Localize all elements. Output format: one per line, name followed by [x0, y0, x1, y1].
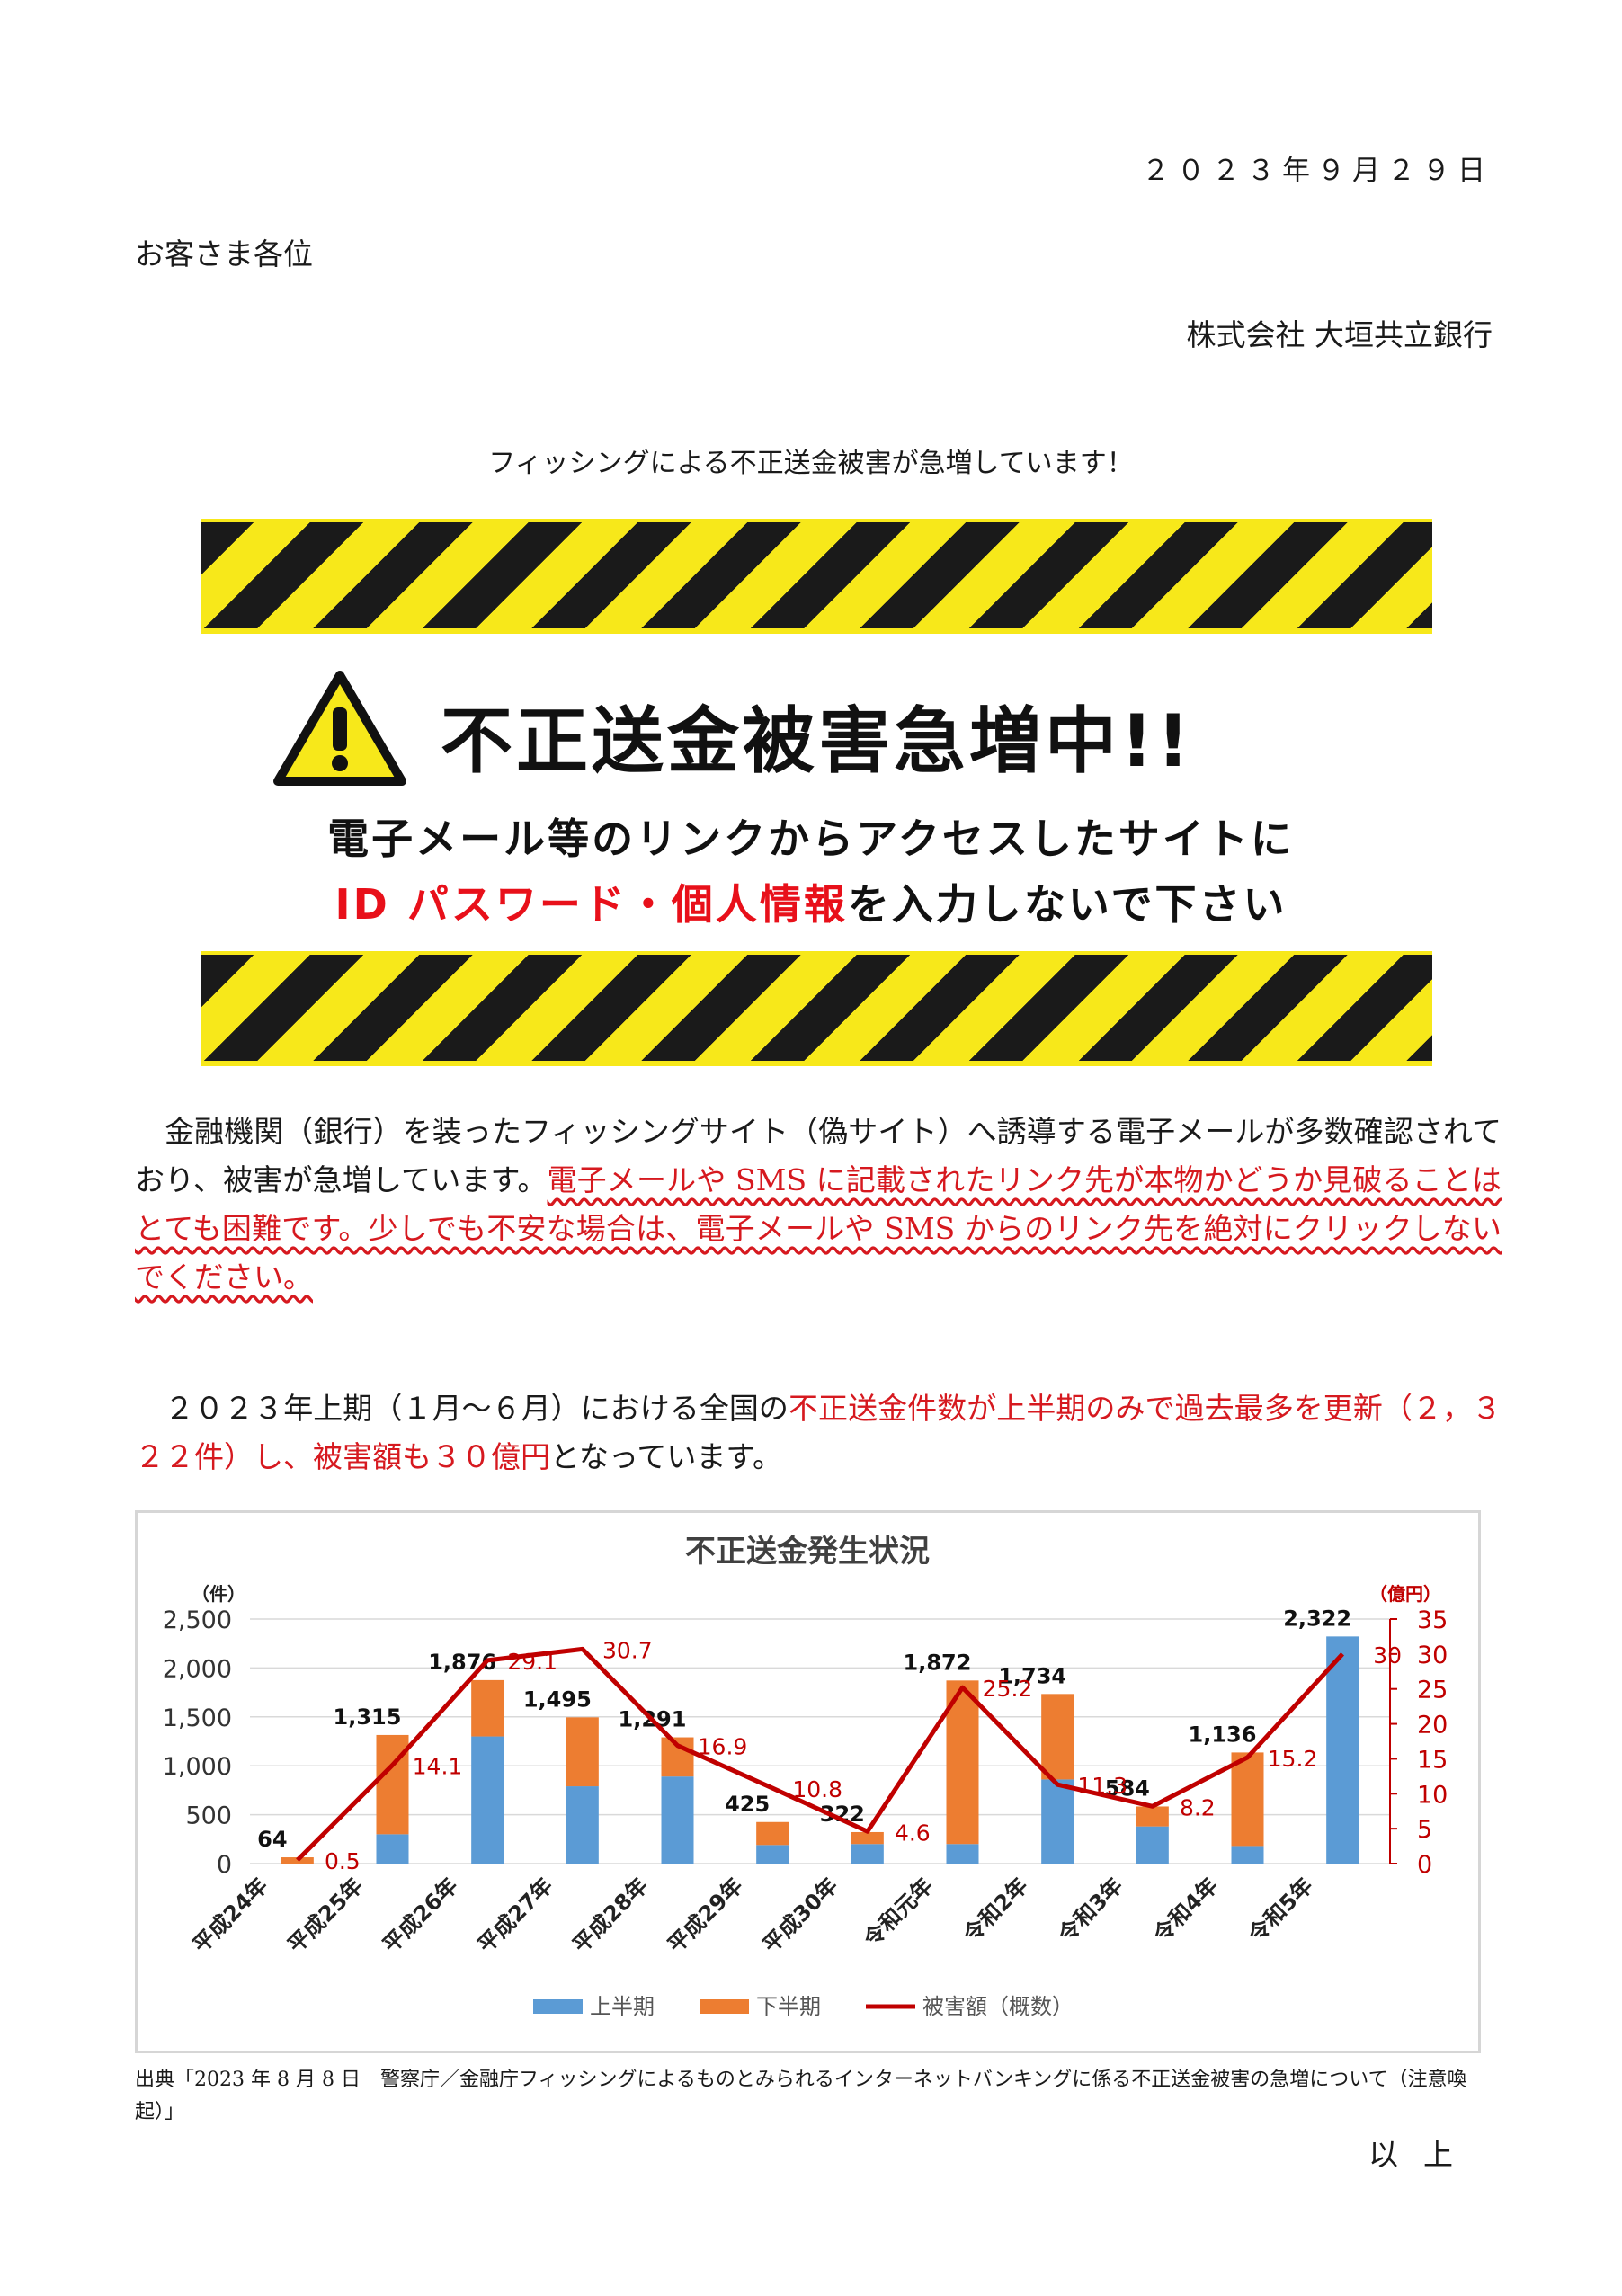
bar-first-half — [851, 1844, 884, 1864]
chart-title: 不正送金発生状況 — [685, 1534, 930, 1570]
x-tick-label: 平成28年 — [568, 1873, 653, 1957]
y-tick-right: 5 — [1417, 1816, 1432, 1844]
legend-label-first-half: 上半期 — [590, 1994, 655, 2019]
y-tick-left: 1,000 — [163, 1753, 232, 1781]
total-label: 1,495 — [523, 1686, 592, 1712]
banner-line2-rest: を入力しないで下さい — [847, 880, 1288, 929]
y-tick-right: 0 — [1417, 1851, 1432, 1879]
bar-second-half — [1041, 1694, 1074, 1780]
y-tick-left: 2,000 — [163, 1655, 232, 1683]
paragraph-warning: 金融機関（銀行）を装ったフィッシングサイト（偽サイト）へ誘導する電子メールが多数… — [135, 1108, 1502, 1302]
bar-second-half — [851, 1831, 884, 1845]
y-tick-right: 20 — [1417, 1712, 1448, 1740]
bar-first-half — [1326, 1636, 1359, 1864]
bar-first-half — [1231, 1846, 1264, 1864]
total-label: 64 — [257, 1827, 287, 1852]
y-axis-right-label: （億円） — [1369, 1583, 1441, 1605]
x-tick-label: 平成30年 — [758, 1873, 842, 1957]
bar-first-half — [376, 1834, 409, 1864]
bar-first-half — [756, 1845, 789, 1864]
total-label: 1,872 — [904, 1650, 972, 1675]
y-tick-left: 500 — [185, 1802, 232, 1830]
x-tick-label: 令和4年 — [1149, 1873, 1224, 1947]
total-label: 1,734 — [998, 1663, 1066, 1688]
total-label: 2,322 — [1283, 1606, 1351, 1631]
warning-icon — [273, 671, 406, 786]
bar-second-half — [1136, 1806, 1169, 1827]
damage-label: 0.5 — [325, 1848, 361, 1874]
total-label: 1,136 — [1189, 1722, 1257, 1747]
total-label: 1,315 — [334, 1704, 402, 1730]
x-tick-label: 令和3年 — [1054, 1873, 1128, 1947]
y-tick-left: 2,500 — [163, 1606, 232, 1634]
y-tick-left: 0 — [217, 1851, 232, 1879]
damage-label: 25.2 — [983, 1676, 1033, 1702]
legend-label-damage: 被害額（概数） — [922, 1994, 1074, 2019]
bar-second-half — [281, 1857, 314, 1864]
bar-second-half — [1231, 1752, 1264, 1847]
x-tick-label: 平成26年 — [378, 1873, 462, 1957]
hazard-stripe-bottom — [201, 951, 1432, 1066]
damage-label: 30.7 — [602, 1637, 653, 1663]
banner-headline: 不正送金被害急増中!! — [441, 699, 1193, 783]
recipient: お客さま各位 — [135, 236, 313, 271]
legend-label-second-half: 下半期 — [756, 1994, 821, 2019]
damage-label: 16.9 — [698, 1734, 748, 1760]
damage-label: 15.2 — [1268, 1746, 1318, 1772]
closing-mark: 以上 — [1368, 2137, 1478, 2172]
paragraph-statistics: ２０２３年上期（１月～６月）における全国の不正送金件数が上半期のみで過去最多を更… — [135, 1384, 1502, 1482]
paragraph-warning-underlined: 電子メールや SMS に記載されたリンク先が本物かどうか見破ることはとても困難で… — [135, 1162, 1502, 1295]
bar-first-half — [1041, 1779, 1074, 1864]
chart-frame: 不正送金発生状況 （件） （億円） 0 500 1,000 1,500 2,000 2,500 0… — [135, 1510, 1481, 2053]
banner-line2: ID パスワード・個人情報を入力しないで下さい — [0, 872, 1622, 931]
x-tick-label: 平成29年 — [663, 1873, 747, 1957]
damage-label: 10.8 — [792, 1776, 842, 1802]
y-tick-left: 1,500 — [163, 1704, 232, 1732]
hazard-stripe-top — [201, 519, 1432, 634]
y-tick-right: 35 — [1417, 1606, 1448, 1634]
source-citation: 出典「2023 年 8 月 8 日 警察庁／金融庁フィッシングによるものとみられ… — [135, 2069, 1467, 2123]
x-tick-label: 平成24年 — [188, 1873, 272, 1957]
y-tick-right: 30 — [1417, 1642, 1448, 1669]
damage-label: 11.3 — [1077, 1773, 1127, 1799]
document-date: ２０２３年９月２９日 — [1142, 155, 1493, 187]
y-tick-right: 15 — [1417, 1746, 1448, 1774]
y-tick-right: 25 — [1417, 1677, 1448, 1704]
damage-line — [296, 1646, 1345, 1862]
banner-line1: 電子メール等のリンクからアクセスしたサイトに — [327, 814, 1295, 863]
paragraph-statistics-text1: ２０２３年上期（１月～６月）における全国の — [135, 1391, 789, 1426]
x-tick-label: 令和2年 — [958, 1873, 1033, 1947]
bar-first-half — [566, 1786, 599, 1864]
paragraph-statistics-red: 不正送金件数が上半期のみで過去最多を更新（２，３２２件）し、被害額も３０億円 — [135, 1391, 1502, 1474]
damage-label: 4.6 — [895, 1820, 931, 1846]
y-axis-left-label: （件） — [192, 1583, 245, 1605]
bar-first-half — [471, 1736, 504, 1864]
x-tick-label: 令和5年 — [1243, 1873, 1318, 1947]
total-label: 425 — [725, 1792, 770, 1817]
bar-second-half — [471, 1679, 504, 1737]
x-tick-label: 平成25年 — [283, 1873, 368, 1957]
damage-label: 8.2 — [1180, 1794, 1216, 1820]
damage-label: 29.1 — [507, 1649, 557, 1675]
paragraph-warning-text: 金融機関（銀行）を装ったフィッシングサイト（偽サイト）へ誘導する電子メールが多数… — [135, 1114, 1502, 1197]
bar-first-half — [661, 1776, 694, 1864]
damage-label: 14.1 — [413, 1753, 463, 1779]
paragraph-statistics-text2: となっています。 — [550, 1439, 783, 1474]
legend-swatch-first-half — [533, 1999, 583, 2014]
damage-label: 30 — [1373, 1642, 1402, 1669]
x-tick-label: 平成27年 — [473, 1873, 557, 1957]
bar-second-half — [566, 1717, 599, 1787]
bar-first-half — [946, 1844, 979, 1864]
y-tick-right: 10 — [1417, 1781, 1448, 1809]
x-tick-label: 令和元年 — [859, 1873, 938, 1952]
sender: 株式会社 大垣共立銀行 — [1186, 317, 1493, 352]
bar-first-half — [1136, 1826, 1169, 1864]
bar-second-half — [756, 1821, 789, 1846]
banner-line2-red: ID パスワード・個人情報 — [334, 880, 848, 929]
notice-title: フィッシングによる不正送金被害が急増しています！ — [488, 448, 1134, 479]
fraud-chart: 不正送金発生状況 （件） （億円） 0 500 1,000 1,500 2,000 2,500 0… — [163, 1534, 1448, 2019]
legend-swatch-second-half — [700, 1999, 749, 2014]
